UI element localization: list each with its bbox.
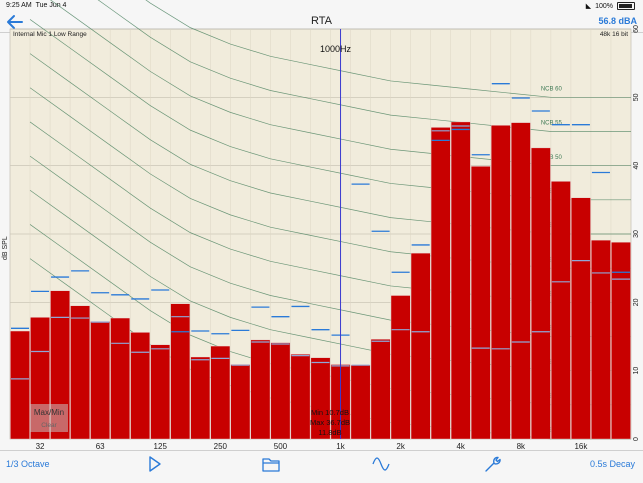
x-tick-label: 500	[274, 442, 288, 450]
maxmin-label: Max/Min	[34, 408, 64, 417]
folder-icon[interactable]	[262, 456, 280, 472]
spectrum-bar	[390, 295, 411, 440]
x-tick-label: 1k	[336, 442, 345, 450]
spectrum-bar	[170, 303, 191, 440]
x-tick-label: 125	[154, 442, 168, 450]
spectrum-bar	[230, 364, 251, 440]
nc-curve	[29, 19, 631, 201]
nc-curve	[29, 189, 631, 372]
spectrum-bar	[571, 197, 591, 440]
spectrum-bar	[10, 330, 30, 440]
x-tick-label: 8k	[517, 442, 526, 450]
input-label: Internal Mic 1 Low Range	[13, 31, 87, 38]
spectrum-bar	[490, 125, 511, 440]
spectrum-bar	[430, 127, 451, 440]
wifi-icon: ◣	[585, 3, 592, 10]
spectrum-bar	[511, 122, 531, 440]
bottom-toolbar: 1/3 Octave 0.5s Decay	[0, 450, 643, 483]
nc-curve	[29, 121, 631, 303]
nc-curve	[29, 155, 631, 337]
status-date: Tue Jun 4	[35, 2, 67, 9]
level-readout[interactable]: 56.8 dBA	[598, 16, 637, 26]
spectrum-bar	[531, 147, 551, 440]
y-tick-label: 0	[633, 437, 640, 441]
spectrum-bar	[210, 345, 231, 440]
maxmin-button[interactable]: Max/Min Clear	[30, 404, 68, 432]
x-tick-label: 32	[36, 442, 45, 450]
nc-curve	[29, 258, 631, 440]
x-tick-label: 4k	[456, 442, 465, 450]
spectrum-bar	[70, 305, 90, 440]
spectrum-bar	[350, 365, 371, 440]
spectrum-bar	[450, 121, 471, 440]
spectrum-bar	[290, 354, 311, 440]
spectrum-bar	[591, 239, 611, 440]
spectrum-bar	[310, 357, 331, 440]
spectrum-bar	[90, 321, 110, 440]
maxmin-sublabel: Clear	[41, 422, 57, 429]
spectrum-bar	[410, 252, 431, 440]
y-tick-label: 40	[633, 162, 640, 170]
y-tick-label: 30	[633, 230, 640, 238]
back-arrow-icon[interactable]	[4, 12, 26, 32]
x-tick-label: 2k	[396, 442, 405, 450]
x-tick-label: 63	[96, 442, 105, 450]
x-tick-label: 16k	[574, 442, 588, 450]
stats-min: Min 10.7dB	[311, 408, 349, 417]
octave-button[interactable]: 1/3 Octave	[6, 459, 50, 469]
spectrum-bar	[150, 344, 171, 440]
nc-curve	[29, 53, 631, 235]
status-time: 9:25 AM	[6, 2, 32, 9]
spectrum-bar	[611, 241, 631, 440]
nc-curve	[97, 0, 631, 132]
x-tick-label: 250	[214, 442, 228, 450]
nc-curve-label: NCB 60	[541, 87, 563, 93]
wrench-icon[interactable]	[484, 456, 502, 472]
nc-curve	[29, 87, 631, 269]
battery-icon	[617, 2, 635, 10]
page-title: RTA	[311, 15, 332, 27]
decay-button[interactable]: 0.5s Decay	[589, 459, 635, 469]
nc-curve	[29, 224, 631, 406]
spectrum-bar	[370, 339, 391, 440]
battery-percent: 100%	[595, 2, 613, 10]
play-icon[interactable]	[148, 456, 162, 472]
nc-curve	[49, 0, 631, 167]
y-tick-label: 60	[633, 25, 640, 33]
spectrum-bar	[190, 356, 211, 440]
spectrum-bar	[270, 342, 291, 440]
y-axis-label: dB SPL	[2, 236, 9, 260]
cursor-frequency-label: 1000Hz	[320, 44, 352, 54]
y-tick-label: 50	[633, 93, 640, 101]
stats-extra: 11.8dB	[318, 428, 341, 437]
sine-wave-icon[interactable]	[372, 456, 390, 472]
nc-curve	[145, 0, 631, 98]
spectrum-bar	[130, 332, 151, 440]
y-tick-label: 10	[633, 367, 640, 375]
spectrum-bar	[551, 181, 571, 440]
y-tick-label: 20	[633, 298, 640, 306]
stats-max: Max 36.7dB	[310, 418, 350, 427]
nc-curve-label: NCB 55	[541, 121, 563, 127]
spectrum-bar	[110, 317, 130, 440]
status-bar: 9:25 AM Tue Jun 4 ◣ 100%	[0, 0, 643, 12]
spectrum-bar	[470, 166, 491, 440]
spectrum-bar	[50, 290, 70, 440]
format-label: 48k 16 bit	[600, 31, 628, 38]
nc-curve-label: NCB 50	[541, 155, 563, 161]
spectrum-bar	[250, 339, 271, 440]
